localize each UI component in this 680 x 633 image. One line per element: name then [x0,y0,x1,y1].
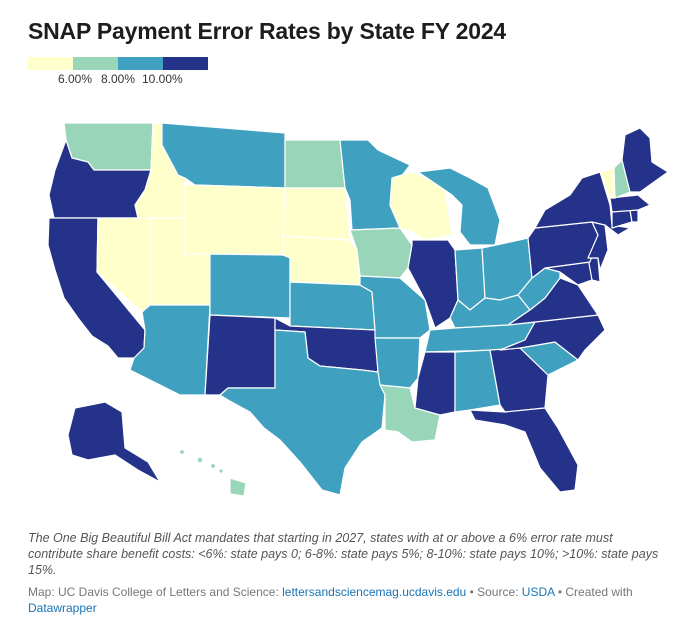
state-ca[interactable] [47,217,146,359]
source-link-usda[interactable]: USDA [521,585,555,599]
state-hi-island-2 [196,456,204,464]
state-wy[interactable] [184,184,286,256]
state-hi-island-1 [178,448,186,456]
state-hi-island-3 [209,462,217,470]
state-az[interactable] [129,304,211,396]
legend-swatch-1 [28,57,73,70]
footnote: The One Big Beautiful Bill Act mandates … [28,531,659,577]
state-ar[interactable] [374,337,421,389]
datawrapper-link[interactable]: Datawrapper [28,601,97,615]
state-ma[interactable] [609,194,651,213]
state-il[interactable] [407,239,459,329]
legend-swatch-4 [163,57,208,70]
legend-swatch-2 [73,57,118,70]
state-ms[interactable] [414,351,456,416]
state-hi-island-4 [218,468,224,474]
state-hi[interactable] [229,477,247,497]
chart-title: SNAP Payment Error Rates by State FY 202… [28,18,507,44]
credits: Map: UC Davis College of Letters and Sci… [28,584,660,616]
legend-ticks: 6.00% 8.00% 10.00% [28,70,208,86]
state-ne[interactable] [282,235,361,286]
state-ny[interactable] [534,171,631,236]
state-nc[interactable] [499,314,606,361]
credits-prefix: Map: UC Davis College of Letters and Sci… [28,585,283,599]
us-state-map [30,118,669,513]
state-la[interactable] [379,384,441,443]
state-tx[interactable] [219,329,386,496]
state-nd[interactable] [284,139,346,189]
state-nm[interactable] [204,314,276,396]
state-mi[interactable] [417,167,501,246]
legend-tick-1: 6.00% [58,72,93,86]
legend-swatch-3 [118,57,163,70]
credits-created-label: • Created with [554,585,633,599]
legend-tick-2: 8.00% [101,72,136,86]
legend-tick-3: 10.00% [142,72,183,86]
state-ri[interactable] [629,209,639,223]
state-me[interactable] [621,127,669,193]
state-wi[interactable] [389,171,453,241]
state-ct[interactable] [611,209,633,229]
state-fl[interactable] [469,407,579,493]
source-link-ucdavis[interactable]: lettersandsciencemag.ucdavis.edu [282,585,467,599]
state-al[interactable] [454,349,501,413]
credits-source-label: • Source: [466,585,522,599]
state-ak[interactable] [67,401,161,483]
color-legend: 6.00% 8.00% 10.00% [28,57,208,86]
state-ia[interactable] [349,227,413,279]
state-nj[interactable] [587,221,609,271]
state-ks[interactable] [289,281,376,331]
state-sd[interactable] [282,187,351,241]
map-svg [47,122,669,497]
state-co[interactable] [209,253,291,319]
legend-bar [28,57,208,70]
